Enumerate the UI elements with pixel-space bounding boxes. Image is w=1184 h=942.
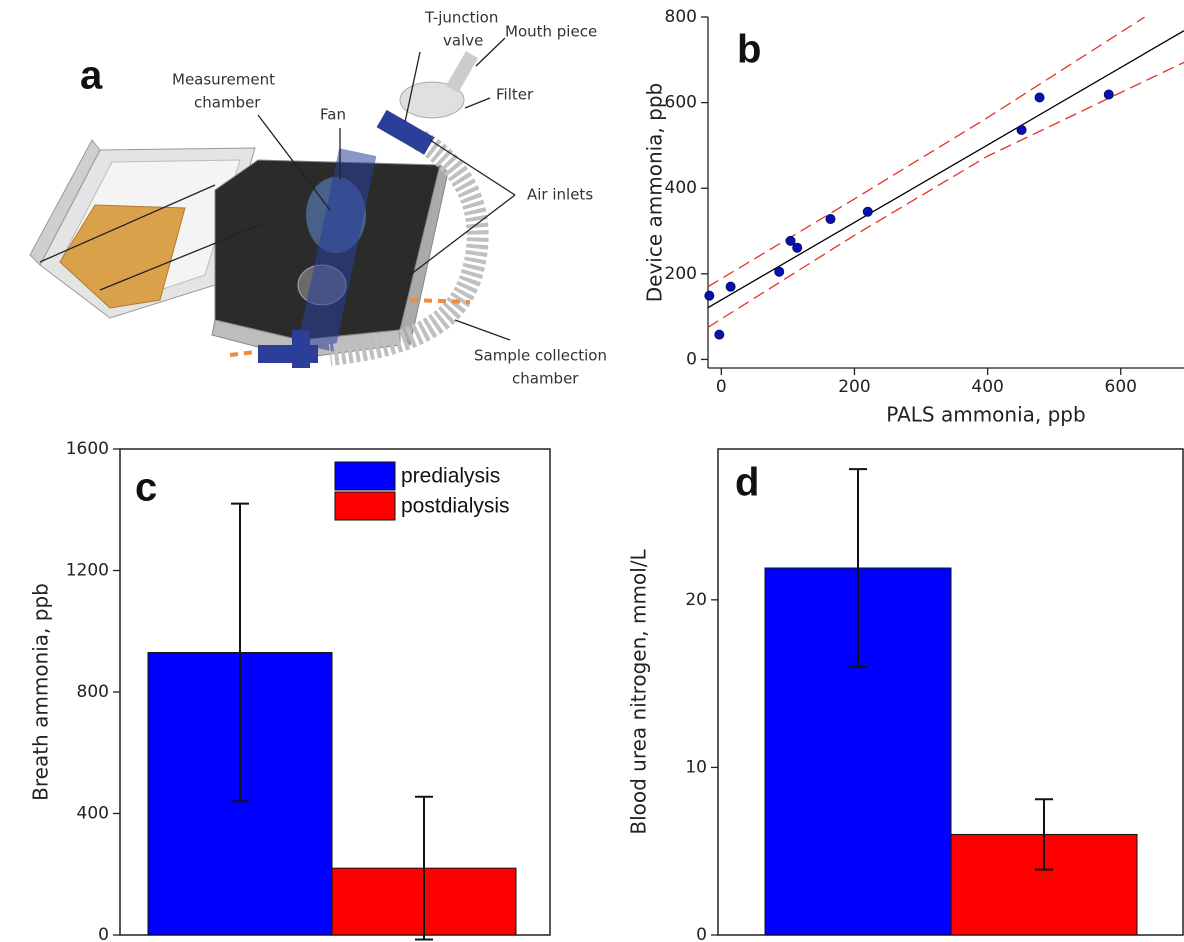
x-tick-label: 0 xyxy=(716,377,727,397)
lid-edge xyxy=(29,139,101,266)
panel-label: c xyxy=(135,466,157,510)
y-axis-title: Device ammonia, ppb xyxy=(643,83,667,303)
data-point xyxy=(785,235,796,246)
diagram-label: Sample collection xyxy=(474,347,607,365)
leader xyxy=(475,37,506,67)
diagram-label: T-junction xyxy=(424,9,498,27)
leader xyxy=(454,319,511,341)
y-tick-label: 0 xyxy=(98,925,109,942)
data-point xyxy=(714,329,725,340)
leader xyxy=(257,114,331,211)
diagram-label: Filter xyxy=(496,86,534,104)
data-point xyxy=(774,266,785,277)
leader xyxy=(464,97,491,109)
confidence-band xyxy=(708,61,1184,328)
data-point xyxy=(1103,89,1114,100)
chart-panel: c 0 400 800 1200 1600 Breath ammonia, ppb predi… xyxy=(29,439,551,942)
data-point xyxy=(792,242,803,253)
legend-swatch xyxy=(334,461,396,491)
data-point xyxy=(825,214,836,225)
y-tick-label: 800 xyxy=(77,682,109,702)
y-tick-label: 1200 xyxy=(66,561,109,581)
y-tick-label: 800 xyxy=(665,7,697,27)
y-tick-label: 200 xyxy=(665,264,697,284)
y-tick-label: 1600 xyxy=(66,439,109,459)
airflow xyxy=(409,298,471,304)
diagram-label: valve xyxy=(443,32,483,50)
diagram-label: Measurement xyxy=(172,71,275,89)
t-pipe-stem xyxy=(292,330,310,368)
leader xyxy=(99,224,261,291)
legend-swatch xyxy=(334,491,396,521)
data-point xyxy=(1034,92,1045,103)
valve xyxy=(376,109,435,155)
y-axis-title: Breath ammonia, ppb xyxy=(29,583,53,801)
y-tick-label: 400 xyxy=(665,178,697,198)
x-tick-label: 200 xyxy=(838,377,870,397)
data-point xyxy=(862,206,873,217)
device-illustration xyxy=(29,37,516,368)
leader xyxy=(409,194,516,276)
hose xyxy=(328,130,489,366)
leader-lines xyxy=(39,37,516,341)
pipe xyxy=(297,148,377,352)
panel-label: b xyxy=(737,28,761,72)
diagram-label: chamber xyxy=(512,370,579,388)
x-axis-title: PALS ammonia, ppb xyxy=(886,403,1085,427)
confidence-band xyxy=(708,17,1146,288)
y-tick-label: 0 xyxy=(686,349,697,369)
data-point xyxy=(725,281,736,292)
y-tick-label: 10 xyxy=(685,757,707,777)
diagram-label: Air inlets xyxy=(527,186,593,204)
mouth-piece xyxy=(445,51,479,93)
leader xyxy=(404,51,421,123)
legend-label: postdialysis xyxy=(401,495,510,518)
x-tick-label: 400 xyxy=(971,377,1003,397)
y-tick-label: 0 xyxy=(696,925,707,942)
legend-label: predialysis xyxy=(401,465,500,488)
leader xyxy=(429,139,516,196)
diagram-label: Mouth piece xyxy=(505,23,597,41)
circuit-board xyxy=(59,204,186,309)
airflow xyxy=(229,350,256,357)
chart-panel: d 0 10 20 Blood urea nitrogen, mmol/L xyxy=(627,448,1184,942)
fit-line xyxy=(708,30,1184,309)
panel-label: a xyxy=(80,54,103,98)
y-tick-label: 20 xyxy=(685,590,707,610)
data-point xyxy=(704,290,715,301)
diagram-label: Fan xyxy=(320,106,346,124)
x-tick-label: 600 xyxy=(1105,377,1137,397)
filter xyxy=(399,81,465,119)
data-point xyxy=(1016,125,1027,136)
y-tick-label: 600 xyxy=(665,93,697,113)
y-axis-title: Blood urea nitrogen, mmol/L xyxy=(627,548,651,834)
leader xyxy=(39,184,216,263)
y-tick-label: 400 xyxy=(77,804,109,824)
diagram-label: chamber xyxy=(194,94,261,112)
panel-label: d xyxy=(735,461,759,505)
